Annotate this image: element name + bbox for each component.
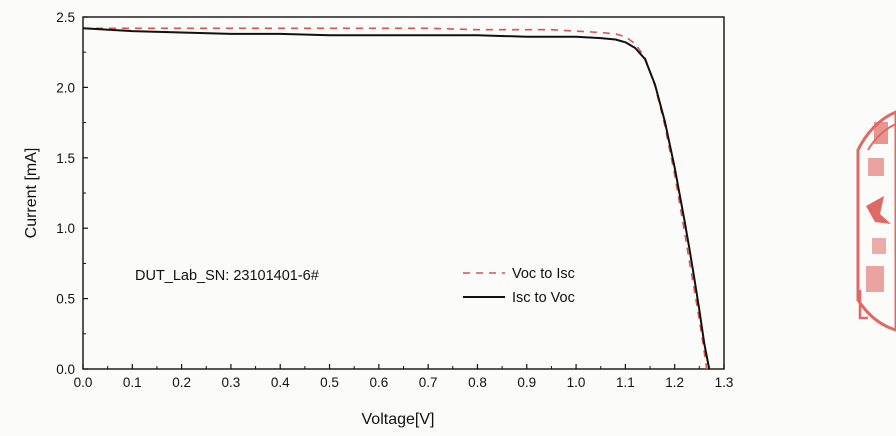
x-tick-label: 0.1 bbox=[123, 375, 142, 390]
y-tick-label: 0.0 bbox=[56, 362, 75, 377]
x-tick-label: 1.1 bbox=[616, 375, 635, 390]
legend: Voc to Isc Isc to Voc bbox=[463, 266, 575, 306]
legend-label-isc-to-voc: Isc to Voc bbox=[512, 290, 575, 306]
x-tick-label: 1.3 bbox=[715, 375, 734, 390]
y-tick-label: 2.0 bbox=[56, 80, 75, 95]
series-line-voc-to-isc bbox=[83, 27, 708, 370]
x-tick-label: 0.9 bbox=[517, 375, 536, 390]
x-tick-label: 0.4 bbox=[271, 375, 290, 390]
y-tick-label: 2.5 bbox=[56, 10, 75, 25]
y-tick-label: 0.5 bbox=[56, 292, 75, 307]
plot-area-border bbox=[82, 16, 725, 370]
y-tick-label: 1.5 bbox=[56, 151, 75, 166]
series-line-isc-to-voc bbox=[82, 27, 711, 370]
x-tick-label: 0.7 bbox=[419, 375, 438, 390]
y-tick-label: 1.0 bbox=[56, 221, 75, 236]
y-axis-title: Current [mA] bbox=[23, 148, 40, 239]
x-tick-label: 0.2 bbox=[172, 375, 191, 390]
x-tick-label: 0.6 bbox=[369, 375, 388, 390]
red-seal-stamp bbox=[856, 110, 896, 332]
x-axis-title: Voltage[V] bbox=[362, 411, 435, 428]
device-annotation: DUT_Lab_SN: 23101401-6# bbox=[135, 268, 319, 284]
x-tick-label: 1.0 bbox=[567, 375, 586, 390]
plot-frame bbox=[82, 16, 725, 370]
x-tick-label: 0.3 bbox=[222, 375, 241, 390]
x-tick-label: 0.8 bbox=[468, 375, 487, 390]
x-tick-label: 0.5 bbox=[320, 375, 339, 390]
series-lines bbox=[82, 27, 711, 370]
x-tick-label: 0.0 bbox=[74, 375, 93, 390]
x-tick-label: 1.2 bbox=[665, 375, 684, 390]
legend-label-voc-to-isc: Voc to Isc bbox=[512, 266, 575, 282]
axis-ticks: 0.0 0.1 0.2 0.3 0.4 0.5 0.6 0.7 0.8 0.9 1.0 1.1 1.2 1… bbox=[56, 10, 733, 390]
